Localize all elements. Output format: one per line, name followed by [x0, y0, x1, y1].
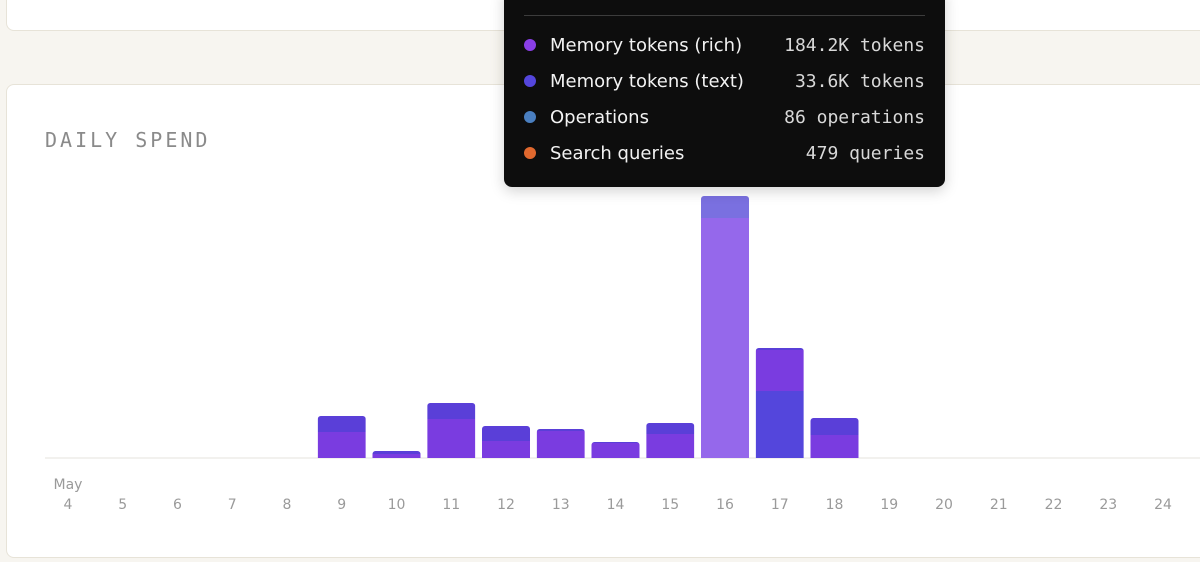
x-tick-labels: 4 5 6 7 8 9 10 11 12 13 14 15 16 17 18 19 20 21 22 23 24	[64, 497, 1172, 513]
x-tick-label: 16	[716, 497, 734, 513]
bar-stack[interactable]	[482, 426, 530, 458]
bar-stack[interactable]	[646, 423, 695, 458]
bar-segment[interactable]	[427, 419, 476, 458]
x-tick-label: 4	[64, 497, 73, 513]
bar-stack[interactable]	[317, 416, 366, 458]
bar-stack[interactable]	[427, 403, 476, 458]
x-tick-label: 21	[990, 497, 1008, 513]
tooltip-value: 86 operations	[784, 106, 925, 128]
bar-stack[interactable]	[755, 348, 804, 458]
bar-segment[interactable]	[646, 434, 695, 458]
bar-segment[interactable]	[646, 423, 695, 434]
bar-segment[interactable]	[536, 429, 585, 431]
x-tick-label: 23	[1099, 497, 1117, 513]
bar-segment[interactable]	[372, 451, 421, 454]
x-tick-label: 18	[826, 497, 844, 513]
x-tick-label: 17	[771, 497, 789, 513]
x-tick-label: 9	[337, 497, 346, 513]
chart-title: DAILY SPEND	[45, 128, 211, 152]
tooltip-value: 184.2K tokens	[784, 34, 925, 56]
chart-tooltip: Memory tokens (rich) 184.2K tokens Memor…	[504, 0, 945, 187]
x-tick-label: 15	[661, 497, 679, 513]
x-tick-label: 22	[1045, 497, 1063, 513]
tooltip-divider	[524, 15, 925, 16]
bar-stack[interactable]	[372, 451, 421, 458]
tooltip-row-memory-text: Memory tokens (text) 33.6K tokens	[524, 66, 925, 96]
bar-stack[interactable]	[701, 196, 749, 458]
x-month-label: May	[54, 477, 83, 493]
x-tick-label: 12	[497, 497, 515, 513]
x-tick-label: 5	[118, 497, 127, 513]
search-queries-dot-icon	[524, 147, 536, 159]
bar-stack[interactable]	[810, 418, 859, 458]
bar-segment[interactable]	[755, 348, 804, 350]
tooltip-row-search-queries: Search queries 479 queries	[524, 138, 925, 168]
tooltip-row-memory-rich: Memory tokens (rich) 184.2K tokens	[524, 30, 925, 60]
bar-segment[interactable]	[755, 391, 804, 458]
x-tick-label: 19	[880, 497, 898, 513]
operations-dot-icon	[524, 111, 536, 123]
x-tick-label: 24	[1154, 497, 1172, 513]
tooltip-label: Search queries	[550, 142, 685, 164]
bar-segment[interactable]	[810, 418, 859, 435]
bar-segment[interactable]	[591, 442, 640, 443]
bar-segment[interactable]	[482, 426, 530, 441]
bar-segment[interactable]	[317, 416, 366, 432]
bar-segment[interactable]	[701, 218, 749, 458]
x-tick-label: 11	[442, 497, 460, 513]
x-tick-label: 8	[283, 497, 292, 513]
bar-stack[interactable]	[536, 429, 585, 458]
memory-text-dot-icon	[524, 75, 536, 87]
bars-group	[317, 196, 859, 458]
tooltip-label: Memory tokens (text)	[550, 70, 744, 92]
bar-segment[interactable]	[536, 431, 585, 458]
bar-segment[interactable]	[810, 435, 859, 458]
x-tick-label: 6	[173, 497, 182, 513]
x-tick-label: 10	[388, 497, 406, 513]
x-tick-label: 14	[607, 497, 625, 513]
bar-segment[interactable]	[755, 350, 804, 391]
tooltip-label: Operations	[550, 106, 649, 128]
bar-segment[interactable]	[427, 403, 476, 419]
x-tick-label: 20	[935, 497, 953, 513]
bar-segment[interactable]	[701, 196, 749, 218]
bar-segment[interactable]	[372, 454, 421, 458]
memory-rich-dot-icon	[524, 39, 536, 51]
bar-stack[interactable]	[591, 442, 640, 458]
bar-segment[interactable]	[591, 443, 640, 458]
tooltip-value: 33.6K tokens	[794, 70, 925, 92]
tooltip-row-operations: Operations 86 operations	[524, 102, 925, 132]
bar-segment[interactable]	[482, 441, 530, 458]
x-tick-label: 7	[228, 497, 237, 513]
tooltip-label: Memory tokens (rich)	[550, 34, 743, 56]
tooltip-value: 479 queries	[805, 142, 925, 164]
x-tick-label: 13	[552, 497, 570, 513]
bar-segment[interactable]	[317, 432, 366, 458]
